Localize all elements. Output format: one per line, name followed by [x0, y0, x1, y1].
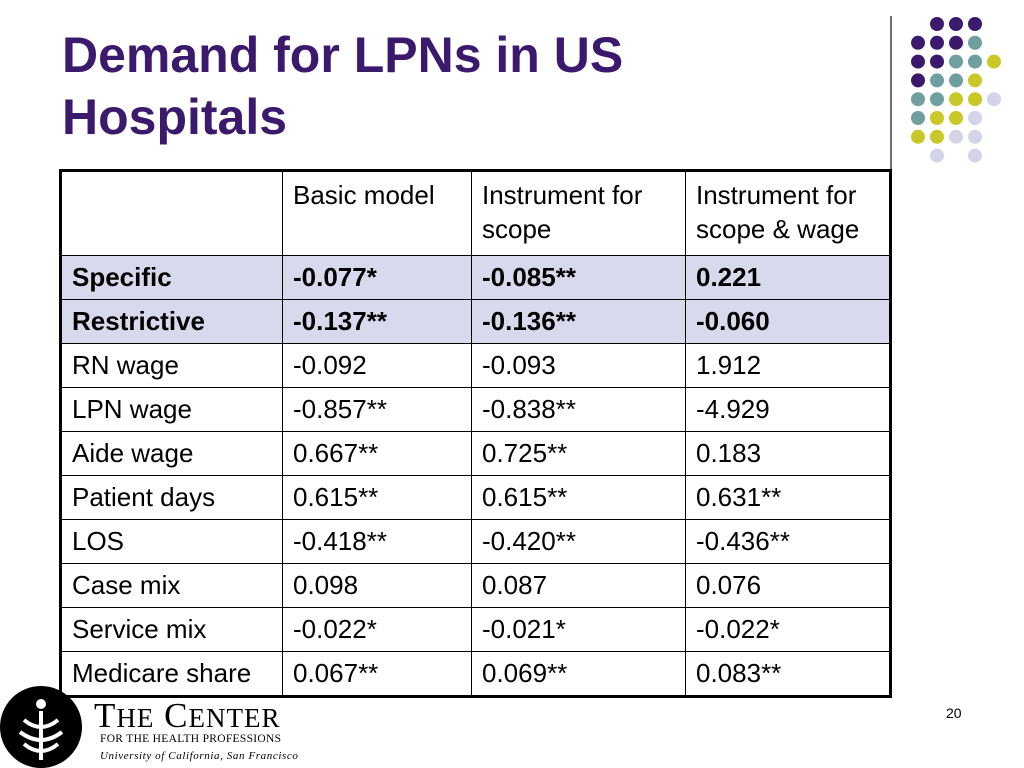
- decorative-dot: [968, 35, 982, 50]
- table-cell: 0.725**: [471, 431, 686, 476]
- table-cell: -0.021*: [471, 607, 686, 652]
- row-label: LPN wage: [60, 387, 283, 432]
- table-row: RN wage -0.092 -0.093 1.912: [60, 343, 891, 388]
- table-cell: -0.022*: [282, 607, 472, 652]
- decorative-dot: [987, 92, 1001, 107]
- decorative-dot: [930, 129, 944, 144]
- logo-subtitle: FOR THE HEALTH PROFESSIONS: [100, 733, 282, 745]
- table-cell: -0.092: [282, 343, 472, 388]
- table-cell: -0.060: [685, 299, 891, 344]
- decorative-dot: [968, 54, 982, 69]
- table-cell: -0.420**: [471, 519, 686, 564]
- table-header-cell: Instrument for scope: [471, 170, 686, 256]
- table-row: Patient days 0.615** 0.615** 0.631**: [60, 475, 891, 520]
- table-row: Case mix 0.098 0.087 0.076: [60, 563, 891, 608]
- table-cell: 0.631**: [685, 475, 891, 520]
- decorative-dot: [930, 17, 944, 31]
- table-cell: -0.136**: [471, 299, 686, 344]
- table-cell: 1.912: [685, 343, 891, 388]
- row-label: Specific: [60, 255, 283, 300]
- page-number: 20: [946, 705, 962, 721]
- table-cell: 0.087: [471, 563, 686, 608]
- decorative-dot: [930, 35, 944, 50]
- table-row: LOS -0.418** -0.420** -0.436**: [60, 519, 891, 564]
- table-row: Specific -0.077* -0.085** 0.221: [60, 255, 891, 300]
- decorative-dot: [911, 111, 925, 125]
- regression-table: Basic model Instrument for scope Instrumen…: [59, 169, 892, 698]
- table-cell: 0.076: [685, 563, 891, 608]
- row-label: Medicare share: [60, 651, 283, 697]
- table-row: Aide wage 0.667** 0.725** 0.183: [60, 431, 891, 476]
- decorative-dot: [949, 111, 963, 125]
- decorative-dot: [968, 92, 982, 107]
- table-header-cell: Basic model: [282, 170, 472, 256]
- decorative-dot: [949, 17, 963, 31]
- divider-line: [890, 16, 892, 188]
- table-cell: 0.069**: [471, 651, 686, 697]
- decorative-dot: [968, 148, 982, 163]
- decorative-dot: [968, 73, 982, 88]
- decorative-dot: [930, 54, 944, 69]
- logo-name: THE CENTER: [94, 696, 281, 735]
- decorative-dot: [987, 54, 1001, 69]
- table-cell: -0.857**: [282, 387, 472, 432]
- row-label: Case mix: [60, 563, 283, 608]
- decorative-dot: [930, 111, 944, 125]
- table-row: LPN wage -0.857** -0.838** -4.929: [60, 387, 891, 432]
- table-cell: 0.067**: [282, 651, 472, 697]
- table-cell: 0.615**: [282, 475, 472, 520]
- decorative-dot: [930, 92, 944, 107]
- table-cell: -0.022*: [685, 607, 891, 652]
- slide-title: Demand for LPNs in US Hospitals: [62, 27, 624, 145]
- table-cell: 0.667**: [282, 431, 472, 476]
- table-row: Restrictive -0.137** -0.136** -0.060: [60, 299, 891, 344]
- row-label: Restrictive: [60, 299, 283, 344]
- decorative-dot: [930, 73, 944, 88]
- table-cell: -4.929: [685, 387, 891, 432]
- logo-university: University of California, San Francisco: [100, 750, 299, 762]
- table-cell: -0.077*: [282, 255, 472, 300]
- row-label: Patient days: [60, 475, 283, 520]
- decorative-dot: [911, 129, 925, 144]
- decorative-dot: [949, 92, 963, 107]
- row-label: LOS: [60, 519, 283, 564]
- table-cell: -0.436**: [685, 519, 891, 564]
- table-cell: 0.615**: [471, 475, 686, 520]
- table-cell: -0.093: [471, 343, 686, 388]
- decorative-dot: [911, 92, 925, 107]
- table-cell: -0.418**: [282, 519, 472, 564]
- center-logo-icon: [0, 686, 82, 768]
- table-header-cell: Instrument for scope & wage: [685, 170, 891, 256]
- table-cell: 0.083**: [685, 651, 891, 697]
- table-cell: 0.221: [685, 255, 891, 300]
- decorative-dot-grid: [911, 17, 1001, 163]
- row-label: Service mix: [60, 607, 283, 652]
- table-row: Service mix -0.022* -0.021* -0.022*: [60, 607, 891, 652]
- decorative-dot: [911, 54, 925, 69]
- decorative-dot: [968, 129, 982, 144]
- decorative-dot: [968, 111, 982, 125]
- decorative-dot: [949, 54, 963, 69]
- row-label: RN wage: [60, 343, 283, 388]
- table-cell: -0.085**: [471, 255, 686, 300]
- table-cell: 0.098: [282, 563, 472, 608]
- table-cell: -0.838**: [471, 387, 686, 432]
- row-label: Aide wage: [60, 431, 283, 476]
- decorative-dot: [968, 17, 982, 31]
- decorative-dot: [911, 35, 925, 50]
- table-cell: -0.137**: [282, 299, 472, 344]
- table-cell: 0.183: [685, 431, 891, 476]
- table-row: Medicare share 0.067** 0.069** 0.083**: [60, 651, 891, 697]
- decorative-dot: [949, 35, 963, 50]
- decorative-dot: [949, 129, 963, 144]
- decorative-dot: [949, 73, 963, 88]
- decorative-dot: [930, 148, 944, 163]
- table-header-row: Basic model Instrument for scope Instrumen…: [60, 170, 891, 256]
- table-header-cell: [60, 170, 283, 256]
- decorative-dot: [911, 73, 925, 88]
